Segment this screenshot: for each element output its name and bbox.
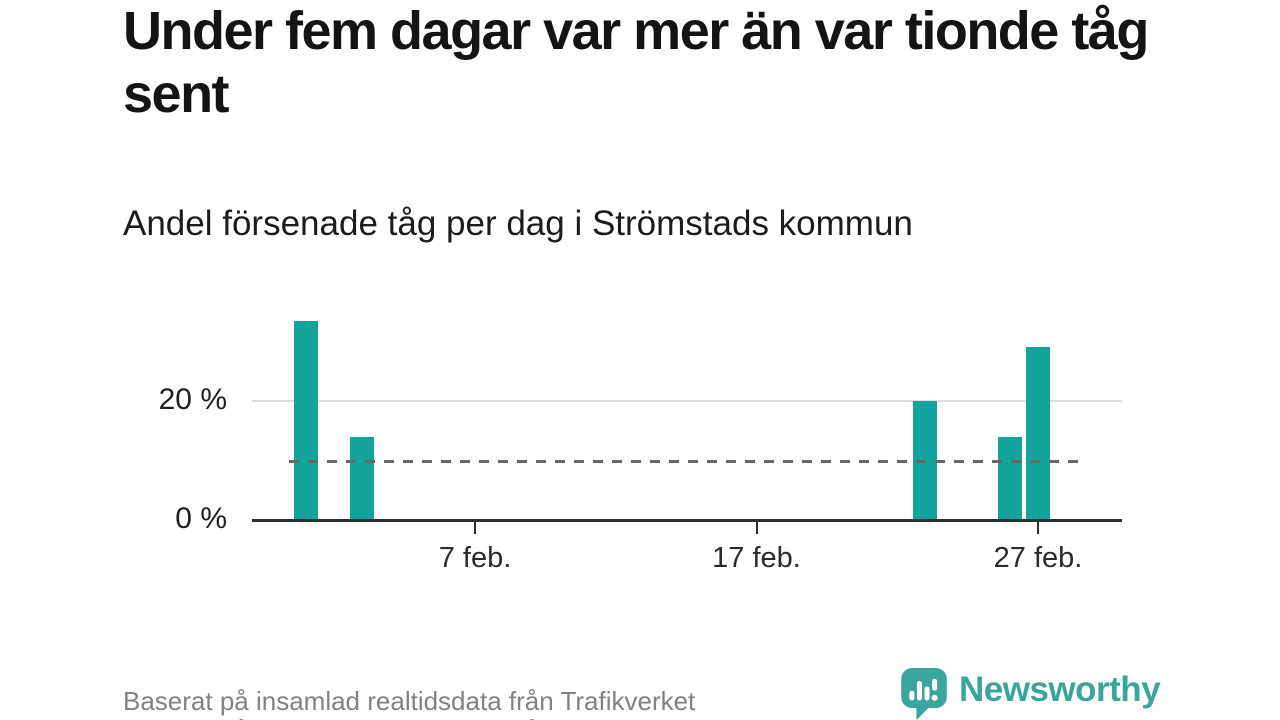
- source-attribution: Baserat på insamlad realtidsdata från Tr…: [123, 686, 883, 720]
- newsworthy-logo-text: Newsworthy: [959, 670, 1161, 709]
- y-axis-tick-label: 20 %: [158, 383, 227, 416]
- bar: [1026, 347, 1050, 521]
- bar: [997, 436, 1022, 521]
- x-axis-tick: [474, 522, 476, 534]
- newsworthy-logo: Newsworthy: [901, 668, 1161, 720]
- x-axis-tick: [755, 522, 758, 534]
- y-gridline: [252, 400, 1122, 402]
- chart-subtitle: Andel försenade tåg per dag i Strömstads…: [123, 204, 913, 243]
- newsworthy-logo-icon: [901, 668, 947, 720]
- reference-dashed-line: [289, 459, 1081, 463]
- y-axis-tick-label: 0 %: [175, 502, 227, 535]
- x-axis-tick-label: 27 feb.: [993, 542, 1083, 574]
- x-axis-tick: [1037, 522, 1039, 534]
- bar: [350, 436, 375, 521]
- source-line-clipped: Baserat på insamlad realtidsdata från Tr…: [123, 716, 883, 720]
- x-axis-line: [252, 519, 1122, 522]
- x-axis-tick-label: 7 feb.: [438, 542, 512, 574]
- source-line: Baserat på insamlad realtidsdata från Tr…: [123, 686, 696, 716]
- bar: [294, 320, 319, 521]
- x-axis-tick-label: 17 feb.: [712, 542, 801, 574]
- chart-title: Under fem dagar var mer än var tionde tå…: [123, 1, 1149, 124]
